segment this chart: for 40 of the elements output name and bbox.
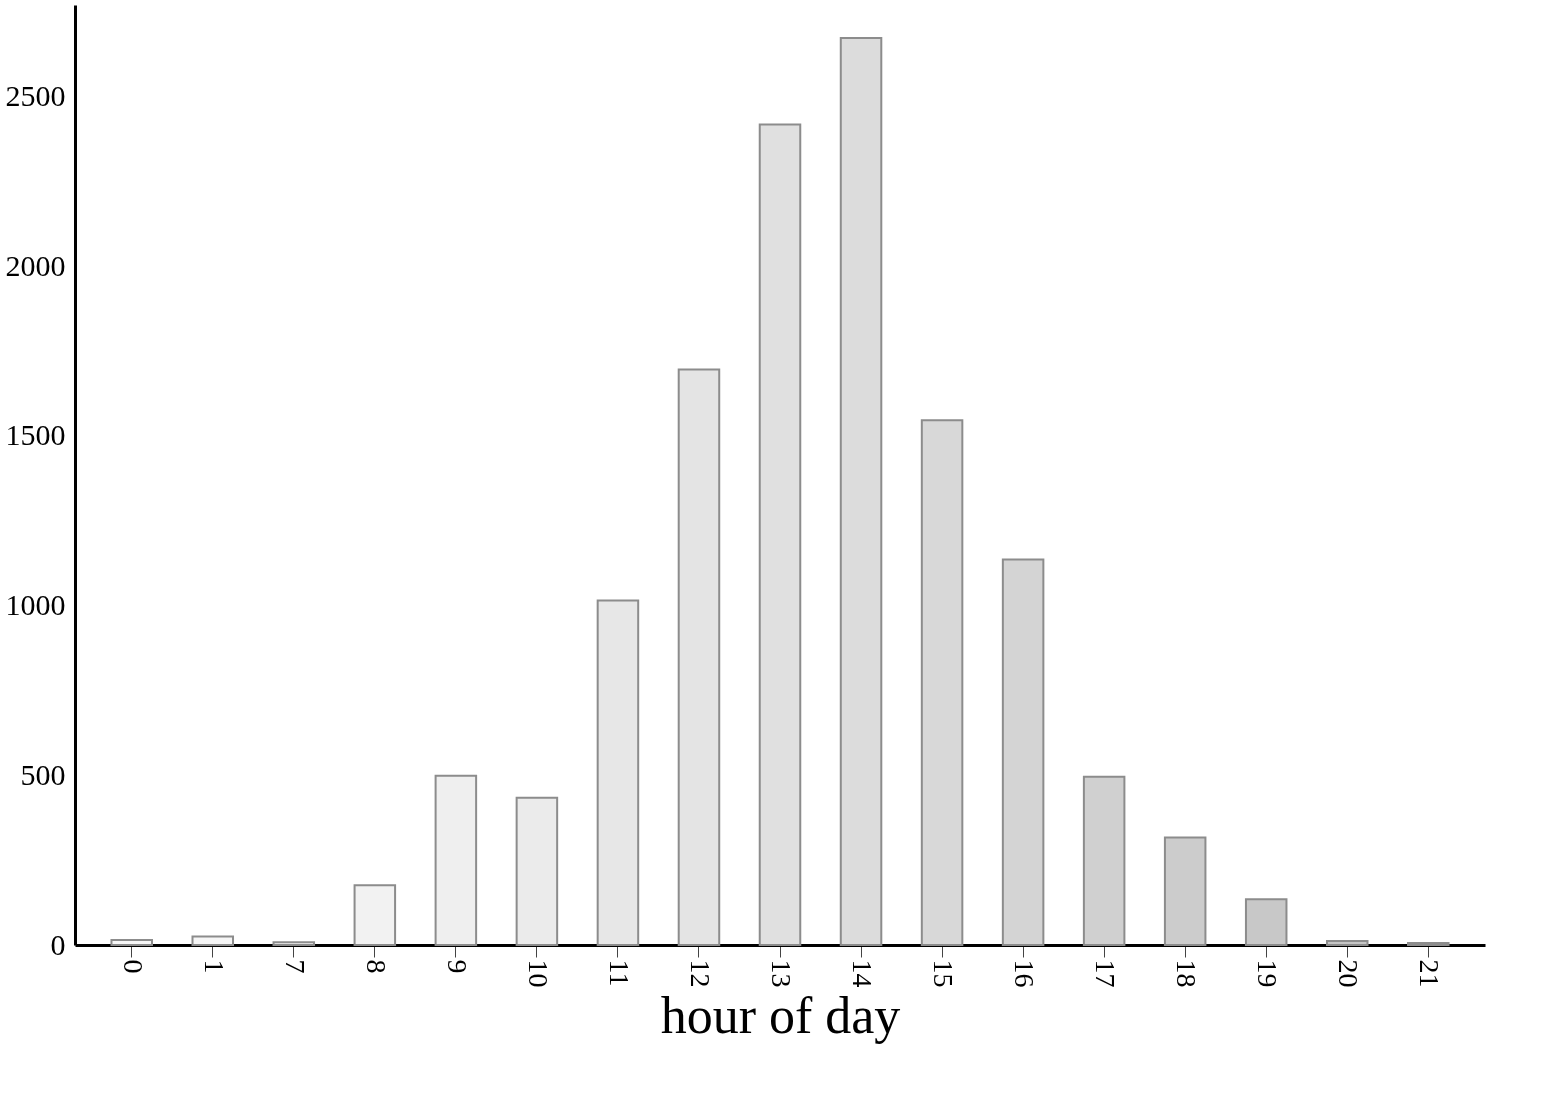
bar <box>1325 939 1369 946</box>
x-tick-label: 9 <box>441 959 473 974</box>
bar <box>1163 836 1207 946</box>
bar <box>596 599 640 946</box>
bar <box>434 774 478 946</box>
x-tick-label: 13 <box>766 959 797 988</box>
bar <box>191 935 235 946</box>
y-tick-label: 2500 <box>5 79 66 113</box>
bar <box>1001 558 1045 946</box>
y-tick-label: 2000 <box>5 248 66 282</box>
x-tick-label: 0 <box>117 959 149 974</box>
bar <box>1407 941 1450 946</box>
x-tick-label: 7 <box>279 959 311 974</box>
bar <box>272 941 316 946</box>
x-tick-label: 19 <box>1252 959 1284 988</box>
x-tick-label: 17 <box>1090 959 1122 988</box>
x-tick-label: 12 <box>684 959 716 988</box>
x-tick-label: 18 <box>1171 959 1203 988</box>
x-tick-label: 20 <box>1333 959 1365 988</box>
x-tick-label: 10 <box>522 959 554 988</box>
y-tick-label: 1000 <box>5 588 66 622</box>
x-tick-label: 8 <box>360 959 392 974</box>
bar <box>758 123 802 946</box>
x-tick-label: 11 <box>603 959 635 987</box>
bar <box>1082 775 1126 946</box>
bar <box>920 419 964 946</box>
y-tick-label: 1500 <box>5 418 66 452</box>
x-tick-label: 15 <box>928 959 960 988</box>
x-axis-title: hour of day <box>660 986 901 1044</box>
bar <box>353 884 397 946</box>
y-tick-label: 500 <box>20 757 66 791</box>
x-tick-label: 21 <box>1414 959 1446 988</box>
bar <box>677 368 721 946</box>
bar <box>839 36 883 946</box>
bar <box>110 938 153 946</box>
x-tick-label: 1 <box>198 959 230 974</box>
bar <box>515 796 559 946</box>
x-tick-label: 16 <box>1009 959 1041 988</box>
x-tick-label: 14 <box>847 959 879 988</box>
bar <box>1244 898 1288 946</box>
